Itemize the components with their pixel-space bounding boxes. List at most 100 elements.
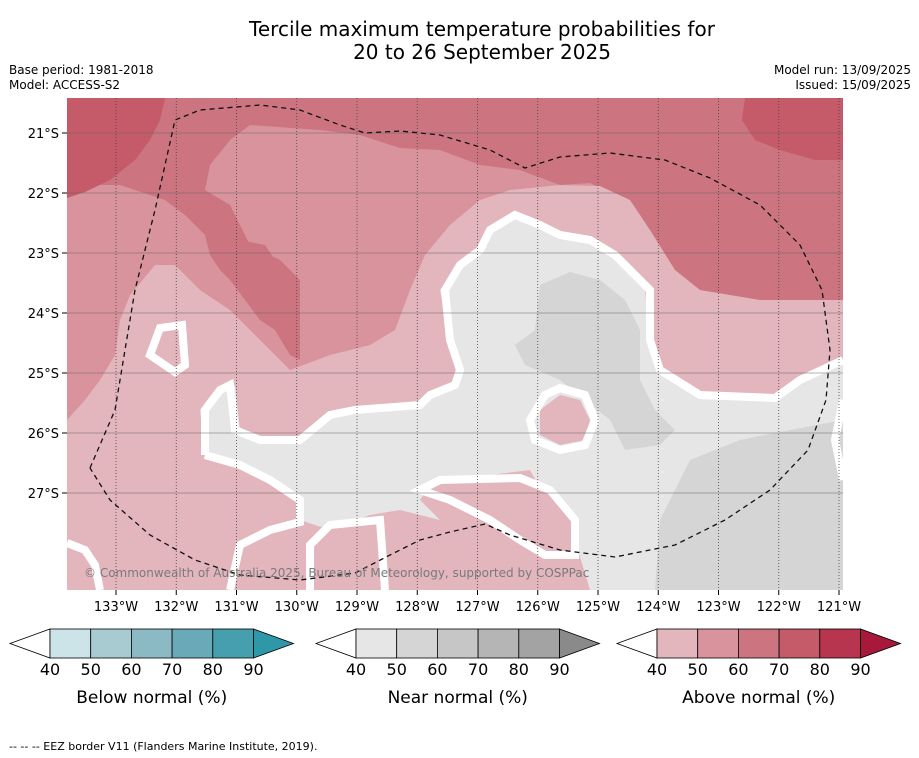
contour-line-island-west: [145, 320, 190, 377]
legend-swatch: [477, 628, 520, 659]
contour-line-south: [203, 451, 304, 590]
contour-line-corner: [67, 539, 104, 590]
legend-over-triangle: [253, 628, 295, 659]
contour-line-south-island: [306, 515, 389, 590]
legend-over-triangle: [860, 628, 902, 659]
legend-swatch: [171, 628, 214, 659]
legend-tick-label: 40: [40, 660, 60, 679]
issued-date: Issued: 15/09/2025: [795, 78, 911, 92]
x-tick-label: 122°W: [757, 600, 801, 615]
region-above-60: [67, 98, 843, 360]
y-tick-label: 25°S: [28, 367, 59, 382]
legend-title: Near normal (%): [388, 688, 528, 708]
y-tick-label: 24°S: [28, 307, 59, 322]
y-axis-ticks: 21°S 22°S 23°S 24°S 25°S 26°S 27°S: [28, 127, 67, 502]
legend-title: Below normal (%): [76, 688, 227, 708]
x-tick-label: 126°W: [516, 600, 560, 615]
legend-under-triangle: [314, 628, 357, 659]
legend-tick-label: 80: [203, 660, 223, 679]
y-tick-label: 23°S: [28, 247, 59, 262]
legend-tick-label: 90: [243, 660, 263, 679]
legend-tick-label: 60: [427, 660, 447, 679]
x-tick-label: 130°W: [275, 600, 319, 615]
legend-tick-label: 90: [850, 660, 870, 679]
legend-tick-label: 40: [346, 660, 366, 679]
legend-swatch: [656, 628, 699, 659]
x-tick-label: 131°W: [214, 600, 258, 615]
y-tick-label: 27°S: [28, 487, 59, 502]
x-tick-label: 132°W: [154, 600, 198, 615]
chart-title: Tercile maximum temperature probabilitie…: [0, 18, 919, 64]
legend-swatch: [90, 628, 132, 659]
legend-tick-label: 80: [509, 660, 529, 679]
eez-border: [89, 104, 831, 581]
copyright-notice: © Commonwealth of Australia 2025, Bureau…: [84, 566, 589, 580]
region-above-40-island: [540, 395, 590, 445]
y-tick-label: 26°S: [28, 427, 59, 442]
probability-field: © Commonwealth of Australia 2025, Bureau…: [67, 98, 843, 590]
legend-swatch: [778, 628, 821, 659]
legend-title: Above normal (%): [682, 688, 835, 708]
y-tick-label: 22°S: [28, 187, 59, 202]
legend-under-triangle: [615, 628, 658, 659]
region-above-40-south-west: [310, 520, 380, 590]
legend-tick-label: 50: [81, 660, 101, 679]
eez-footnote: -- -- -- EEZ border V11 (Flanders Marine…: [9, 740, 318, 753]
x-tick-label: 127°W: [455, 600, 499, 615]
legend-tick-label: 90: [549, 660, 569, 679]
x-tick-label: 128°W: [395, 600, 439, 615]
legend-swatch: [436, 628, 479, 659]
contour-line-island: [525, 383, 600, 455]
legend-swatch: [49, 628, 92, 659]
grid-lines: [67, 98, 843, 590]
region-near-50-centre: [515, 272, 675, 450]
contour-line-east: [830, 399, 843, 481]
run-info: Model run: 13/09/2025 Issued: 15/09/2025: [774, 63, 911, 93]
legend-tick-label: 80: [810, 660, 830, 679]
legend-colorbars: 40 50 60 70 80 90 Below normal (%) 40 50 60 70 80 90…: [8, 628, 902, 708]
legend-colorbar: 40 50 60 70 80 90 Near normal (%): [314, 628, 601, 708]
legend-swatch: [697, 628, 739, 659]
legend-swatch: [396, 628, 438, 659]
x-tick-label: 129°W: [335, 600, 379, 615]
region-above-70-ne: [742, 98, 843, 160]
legend-tick-label: 40: [647, 660, 667, 679]
region-above-70-nw: [67, 98, 165, 198]
legend-tick-label: 50: [387, 660, 407, 679]
x-axis-ticks: 133°W 132°W 131°W 130°W 129°W 128°W 127°W 126°W…: [94, 590, 861, 615]
contour-line-island-south: [409, 473, 579, 559]
model-name: Model: ACCESS-S2: [9, 78, 121, 92]
legend-swatch: [212, 628, 254, 659]
legend-tick-label: 50: [688, 660, 708, 679]
legend-tick-label: 70: [162, 660, 182, 679]
region-above-60-west: [240, 240, 280, 285]
legend-swatch: [355, 628, 398, 659]
x-tick-label: 123°W: [696, 600, 740, 615]
title-line-2: 20 to 26 September 2025: [353, 40, 611, 64]
legend-swatch: [738, 628, 780, 659]
y-tick-label: 21°S: [28, 127, 59, 142]
x-tick-label: 133°W: [94, 600, 138, 615]
model-info: Base period: 1981-2018 Model: ACCESS-S2: [9, 63, 154, 93]
x-tick-label: 121°W: [817, 600, 861, 615]
contour-line-near: [201, 210, 843, 455]
base-period: Base period: 1981-2018: [9, 63, 154, 77]
legend-tick-label: 70: [769, 660, 789, 679]
legend-over-triangle: [559, 628, 601, 659]
title-line-1: Tercile maximum temperature probabilitie…: [249, 17, 715, 41]
legend-swatch: [130, 628, 173, 659]
region-above-40-south: [440, 480, 575, 555]
legend-colorbar: 40 50 60 70 80 90 Below normal (%): [8, 628, 295, 708]
legend-tick-label: 70: [468, 660, 488, 679]
x-tick-label: 124°W: [636, 600, 680, 615]
legend-swatch: [819, 628, 861, 659]
legend-tick-label: 60: [121, 660, 141, 679]
region-near-50-south-east: [655, 420, 843, 590]
x-tick-label: 125°W: [576, 600, 620, 615]
legend-swatch: [518, 628, 560, 659]
legend-colorbar: 40 50 60 70 80 90 Above normal (%): [615, 628, 902, 708]
legend-tick-label: 60: [728, 660, 748, 679]
model-run-date: Model run: 13/09/2025: [773, 63, 911, 77]
legend-under-triangle: [8, 628, 51, 659]
